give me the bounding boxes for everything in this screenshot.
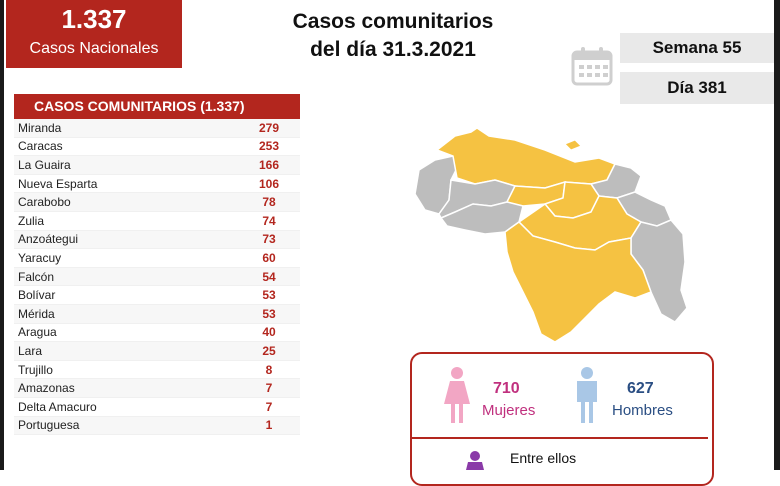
state-cases: 54 [262, 269, 276, 284]
frame-left-border [0, 0, 4, 470]
week-label: Semana 55 [620, 33, 774, 63]
state-cases: 8 [265, 362, 273, 377]
title-line-1: Casos comunitarios [292, 10, 494, 33]
state-cases: 279 [258, 120, 280, 135]
table-row: Zulia 74 [14, 212, 300, 231]
male-count: 627 [627, 380, 654, 397]
state-name: Bolívar [18, 288, 56, 303]
state-name: Trujillo [18, 362, 53, 377]
state-cases: 73 [262, 232, 276, 247]
state-name: Yaracuy [18, 250, 62, 265]
map-region [504, 221, 652, 343]
person-icon [466, 451, 484, 470]
map-region [435, 127, 617, 189]
table-row: Mérida 53 [14, 304, 300, 324]
calendar-icon [571, 47, 613, 86]
frame-right-border [774, 0, 780, 470]
state-cases: 7 [265, 399, 273, 414]
map-region [439, 201, 524, 235]
table-rows: Miranda 279 Caracas 253 La Guaira 166 Nueva… [14, 119, 300, 436]
table-row: Caracas 253 [14, 138, 300, 157]
state-cases: 166 [258, 157, 280, 172]
community-cases-table: CASOS COMUNITARIOS (1.337) Miranda 279 Ca… [14, 94, 300, 436]
state-name: Caracas [18, 139, 63, 154]
table-row: Carabobo 78 [14, 193, 300, 212]
state-cases: 60 [262, 250, 276, 265]
table-row: Nueva Esparta 106 [14, 175, 300, 194]
table-row: Delta Amacuro 7 [14, 398, 300, 417]
state-cases: 53 [262, 306, 276, 321]
state-name: Lara [18, 343, 43, 358]
female-count: 710 [493, 380, 520, 397]
state-name: Delta Amacuro [18, 399, 97, 414]
table-row: La Guaira 166 [14, 156, 300, 175]
state-name: Amazonas [18, 381, 75, 396]
national-cases-count: 1.337 [61, 4, 127, 34]
table-row: Anzoátegui 73 [14, 230, 300, 250]
table-row: Bolívar 53 [14, 286, 300, 305]
state-cases: 40 [262, 325, 276, 340]
female-icon [444, 367, 470, 423]
between-label: Entre ellos [510, 450, 577, 466]
state-name: Mérida [18, 306, 55, 321]
male-icon [577, 367, 597, 423]
table-header: CASOS COMUNITARIOS (1.337) [14, 94, 300, 119]
state-cases: 78 [262, 195, 276, 210]
table-row: Yaracuy 60 [14, 249, 300, 268]
state-cases: 53 [262, 288, 276, 303]
state-cases: 1 [265, 418, 273, 433]
state-name: Falcón [18, 269, 55, 284]
table-row: Trujillo 8 [14, 361, 300, 380]
table-row: Miranda 279 [14, 119, 300, 138]
female-label: Mujeres [482, 402, 536, 419]
table-row: Amazonas 7 [14, 379, 300, 398]
state-cases: 74 [262, 213, 276, 228]
state-name: Carabobo [18, 195, 71, 210]
state-cases: 106 [258, 176, 280, 191]
male-label: Hombres [612, 402, 673, 419]
state-name: Anzoátegui [18, 232, 79, 247]
table-row: Falcón 54 [14, 267, 300, 287]
venezuela-map [414, 127, 688, 343]
state-name: Portuguesa [18, 418, 80, 433]
page-title: Casos comunitarios del día 31.3.2021 [248, 8, 538, 64]
state-name: La Guaira [18, 157, 71, 172]
state-name: Aragua [18, 325, 57, 340]
national-cases-label: Casos Nacionales [29, 40, 159, 57]
state-cases: 253 [258, 139, 280, 154]
table-row: Portuguesa 1 [14, 416, 300, 436]
table-row: Aragua 40 [14, 324, 300, 343]
state-name: Zulia [18, 213, 45, 228]
map-region [564, 139, 582, 151]
state-cases: 7 [265, 381, 273, 396]
state-cases: 25 [262, 343, 276, 358]
national-cases-box: 1.337 Casos Nacionales [6, 0, 182, 68]
title-line-2: del día 31.3.2021 [310, 38, 476, 61]
state-name: Miranda [18, 120, 62, 135]
card-divider [412, 437, 708, 439]
day-label: Día 381 [620, 72, 774, 104]
table-row: Lara 25 [14, 342, 300, 361]
state-name: Nueva Esparta [18, 176, 98, 191]
